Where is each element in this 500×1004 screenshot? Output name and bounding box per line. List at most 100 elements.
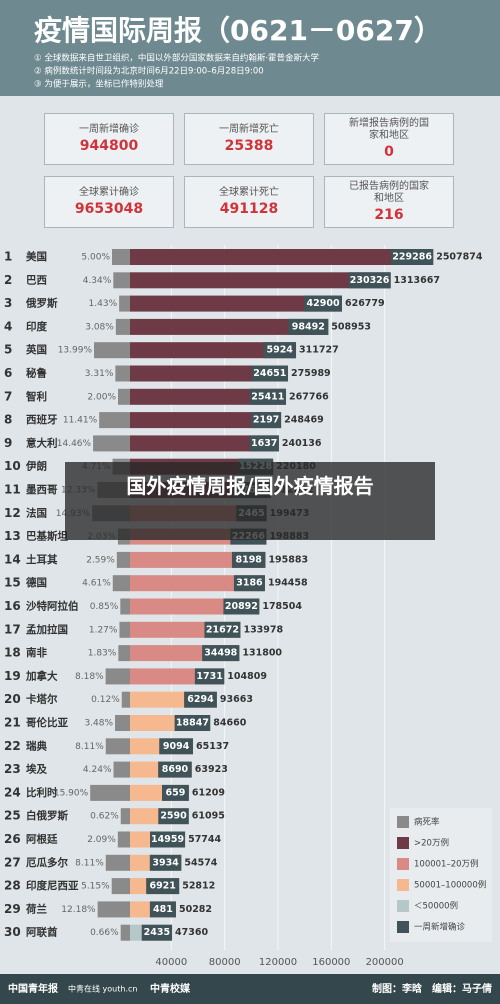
stat-box: 全球累计死亡 491128 (184, 176, 314, 228)
total-label: 2507874 (436, 252, 483, 263)
rank: 26 (4, 832, 21, 846)
note: ① 全球数据来自世卫组织，中国以外部分国家数据来自约翰斯·霍普金斯大学 (34, 53, 320, 64)
death-rate-box (113, 272, 130, 289)
weekly-box (162, 784, 189, 801)
death-rate-box (116, 551, 130, 568)
country: 智利 (25, 390, 47, 403)
death-rate-label: 8.11% (75, 742, 104, 752)
weekly-box (263, 342, 297, 359)
death-rate-label: 5.15% (81, 882, 110, 892)
weekly-label: 20892 (225, 601, 258, 612)
death-rate-label: 4.24% (83, 765, 112, 775)
rank: 5 (4, 343, 12, 357)
rank: 8 (4, 413, 12, 427)
country: 阿联酋 (26, 926, 58, 939)
logo: 中青校媒 (150, 982, 191, 995)
total-label: 93663 (220, 694, 253, 705)
rank: 22 (4, 739, 21, 753)
bar (130, 342, 297, 359)
rank: 14 (4, 552, 21, 566)
death-rate-box (93, 435, 130, 452)
total-label: 65137 (196, 741, 229, 752)
weekly-label: 8690 (162, 764, 189, 775)
legend-swatch (397, 816, 409, 828)
stat-value: 0 (384, 144, 394, 160)
rank: 28 (4, 879, 21, 893)
weekly-box (150, 831, 186, 848)
weekly-label: 14959 (151, 834, 184, 845)
weekly-box (233, 575, 265, 592)
death-rate-box (120, 808, 130, 825)
bar (130, 318, 329, 335)
death-rate-label: 2.00% (87, 392, 116, 402)
total-label: 52812 (182, 881, 215, 892)
x-tick-label: 160000 (312, 957, 350, 968)
country: 哥伦比亚 (26, 716, 68, 729)
logo: 中青在线 youth.cn (68, 984, 137, 994)
stat-label: 全球累计确诊 (79, 187, 139, 198)
overlay-caption: 国外疫情周报/国外疫情报告 (65, 462, 435, 540)
death-rate-label: 3.08% (85, 322, 114, 332)
rank: 10 (4, 459, 21, 473)
legend-swatch (397, 837, 409, 849)
death-rate-box (119, 621, 130, 638)
weekly-box (231, 551, 266, 568)
total-label: 61095 (192, 811, 225, 822)
rank: 18 (4, 646, 21, 660)
country: 印度 (26, 320, 47, 333)
death-rate-label: 1.43% (89, 299, 118, 309)
stat-box: 新增报告病例的国家和地区 0 (324, 113, 454, 165)
credits: 制图：李晗 编辑：马子倩 (372, 982, 492, 995)
weekly-label: 42900 (307, 298, 340, 309)
weekly-label: 3934 (152, 857, 179, 868)
death-rate-label: 15.90% (54, 788, 89, 798)
death-rate-box (115, 318, 130, 335)
country: 法国 (26, 506, 47, 519)
death-rate-label: 8.11% (75, 858, 104, 868)
rank: 3 (4, 296, 12, 310)
country: 巴基斯坦 (26, 530, 68, 543)
weekly-box (141, 924, 173, 941)
death-rate-box (105, 668, 130, 685)
total-label: 61209 (192, 787, 225, 798)
total-label: 1313667 (394, 275, 440, 286)
weekly-box (288, 318, 329, 335)
country: 沙特阿拉伯 (26, 600, 79, 613)
death-rate-label: 3.48% (84, 719, 113, 729)
total-label: 104809 (227, 671, 267, 682)
stat-label: 一周新增确诊 (79, 124, 139, 135)
death-rate-box (112, 249, 130, 265)
legend-swatch (397, 858, 409, 870)
weekly-label: 24651 (253, 368, 286, 379)
death-rate-label: 12.18% (61, 905, 96, 915)
death-rate-label: 0.66% (90, 928, 119, 938)
total-label: 50282 (179, 904, 212, 915)
rank: 30 (4, 925, 21, 939)
bar (130, 388, 287, 405)
total-label: 133978 (243, 624, 283, 635)
country: 墨西哥 (26, 484, 58, 496)
rank: 11 (4, 483, 21, 497)
x-tick-label: 200000 (366, 957, 404, 968)
total-label: 63923 (195, 764, 228, 775)
country: 德国 (25, 576, 47, 589)
stat-label: 已报告病例的国家和地区 (349, 181, 429, 204)
death-rate-label: 0.62% (90, 812, 119, 822)
bar (130, 249, 434, 265)
rank: 20 (4, 692, 21, 706)
weekly-label: 1731 (196, 671, 222, 682)
weekly-box (223, 598, 260, 615)
weekly-box (159, 738, 194, 755)
total-label: 240136 (282, 438, 322, 449)
header-band (0, 0, 500, 96)
rank: 1 (4, 250, 12, 264)
weekly-label: 230326 (350, 275, 390, 286)
total-label: 57744 (188, 834, 221, 845)
death-rate-label: 0.12% (91, 695, 120, 705)
stat-box: 已报告病例的国家和地区 216 (324, 176, 454, 228)
weekly-box (391, 249, 434, 265)
death-rate-box (118, 388, 130, 405)
weekly-box (194, 668, 225, 685)
bar (130, 272, 391, 289)
death-rate-box (117, 831, 130, 848)
